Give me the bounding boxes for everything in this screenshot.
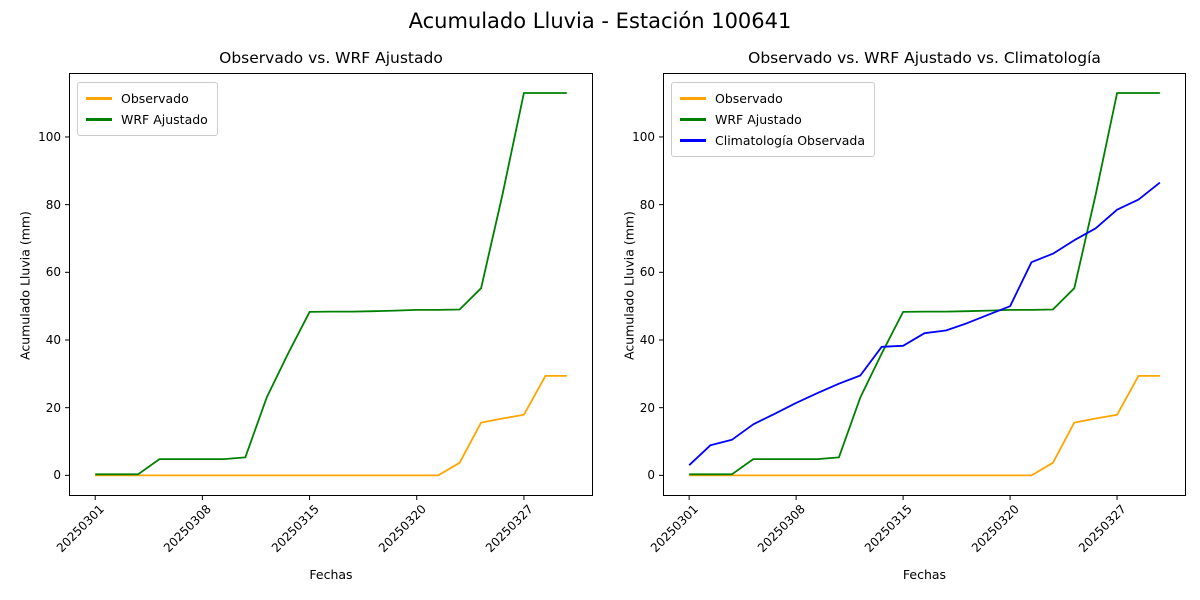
x-axis-label-right: Fechas (902, 567, 947, 582)
plot-canvas (65, 73, 593, 500)
series-line-observado (95, 374, 567, 477)
axes-spines (663, 73, 1186, 496)
y-tick-label: 60 (639, 265, 655, 280)
legend-label: WRF Ajustado (715, 112, 802, 127)
legend-label: Observado (121, 91, 189, 106)
legend-item: Climatología Observada (680, 130, 865, 151)
series-line-wrf-ajustado (95, 92, 567, 476)
x-axis-label-left: Fechas (309, 567, 353, 582)
series-line-climatología-observada (688, 181, 1161, 466)
y-tick-label: 0 (53, 468, 61, 483)
y-tick-label: 100 (38, 129, 61, 144)
legend: Observado WRF Ajustado (77, 82, 218, 136)
legend-label: WRF Ajustado (121, 112, 208, 127)
legend-line-sample (86, 118, 112, 121)
legend-item: Observado (86, 88, 208, 109)
y-tick-label: 60 (45, 265, 61, 280)
legend-label: Climatología Observada (715, 133, 865, 148)
y-tick-label: 20 (639, 400, 655, 415)
y-tick-label: 0 (647, 468, 655, 483)
legend: Observado WRF Ajustado Climatología Observ… (671, 82, 875, 157)
figure-title: Acumulado Lluvia - Estación 100641 (408, 9, 792, 33)
legend-item: Observado (680, 88, 865, 109)
legend-item: WRF Ajustado (680, 109, 865, 130)
series-line-observado (689, 374, 1160, 477)
legend-line-sample (680, 139, 706, 142)
y-tick-label: 40 (639, 332, 655, 347)
legend-label: Observado (715, 91, 783, 106)
axes-right: 0 20 40 60 80 100 20250301 20250308 20250315 2025… (632, 73, 1186, 555)
plot-canvas (659, 73, 1186, 500)
y-tick-label: 20 (45, 400, 61, 415)
series-line-wrf-ajustado (689, 92, 1160, 476)
legend-line-sample (86, 97, 112, 100)
axes-spines (69, 73, 593, 496)
y-tick-label: 100 (632, 129, 655, 144)
y-tick-label: 80 (45, 197, 61, 212)
subplot-title-right: Observado vs. WRF Ajustado vs. Climatolo… (748, 49, 1101, 67)
legend-line-sample (680, 118, 706, 121)
legend-item: WRF Ajustado (86, 109, 208, 130)
y-tick-label: 80 (639, 197, 655, 212)
axes-left: 0 20 40 60 80 100 20250301 20250308 20250315 2025… (38, 73, 593, 555)
subplot-title-left: Observado vs. WRF Ajustado (219, 49, 443, 67)
legend-line-sample (680, 97, 706, 100)
y-tick-label: 40 (45, 332, 61, 347)
